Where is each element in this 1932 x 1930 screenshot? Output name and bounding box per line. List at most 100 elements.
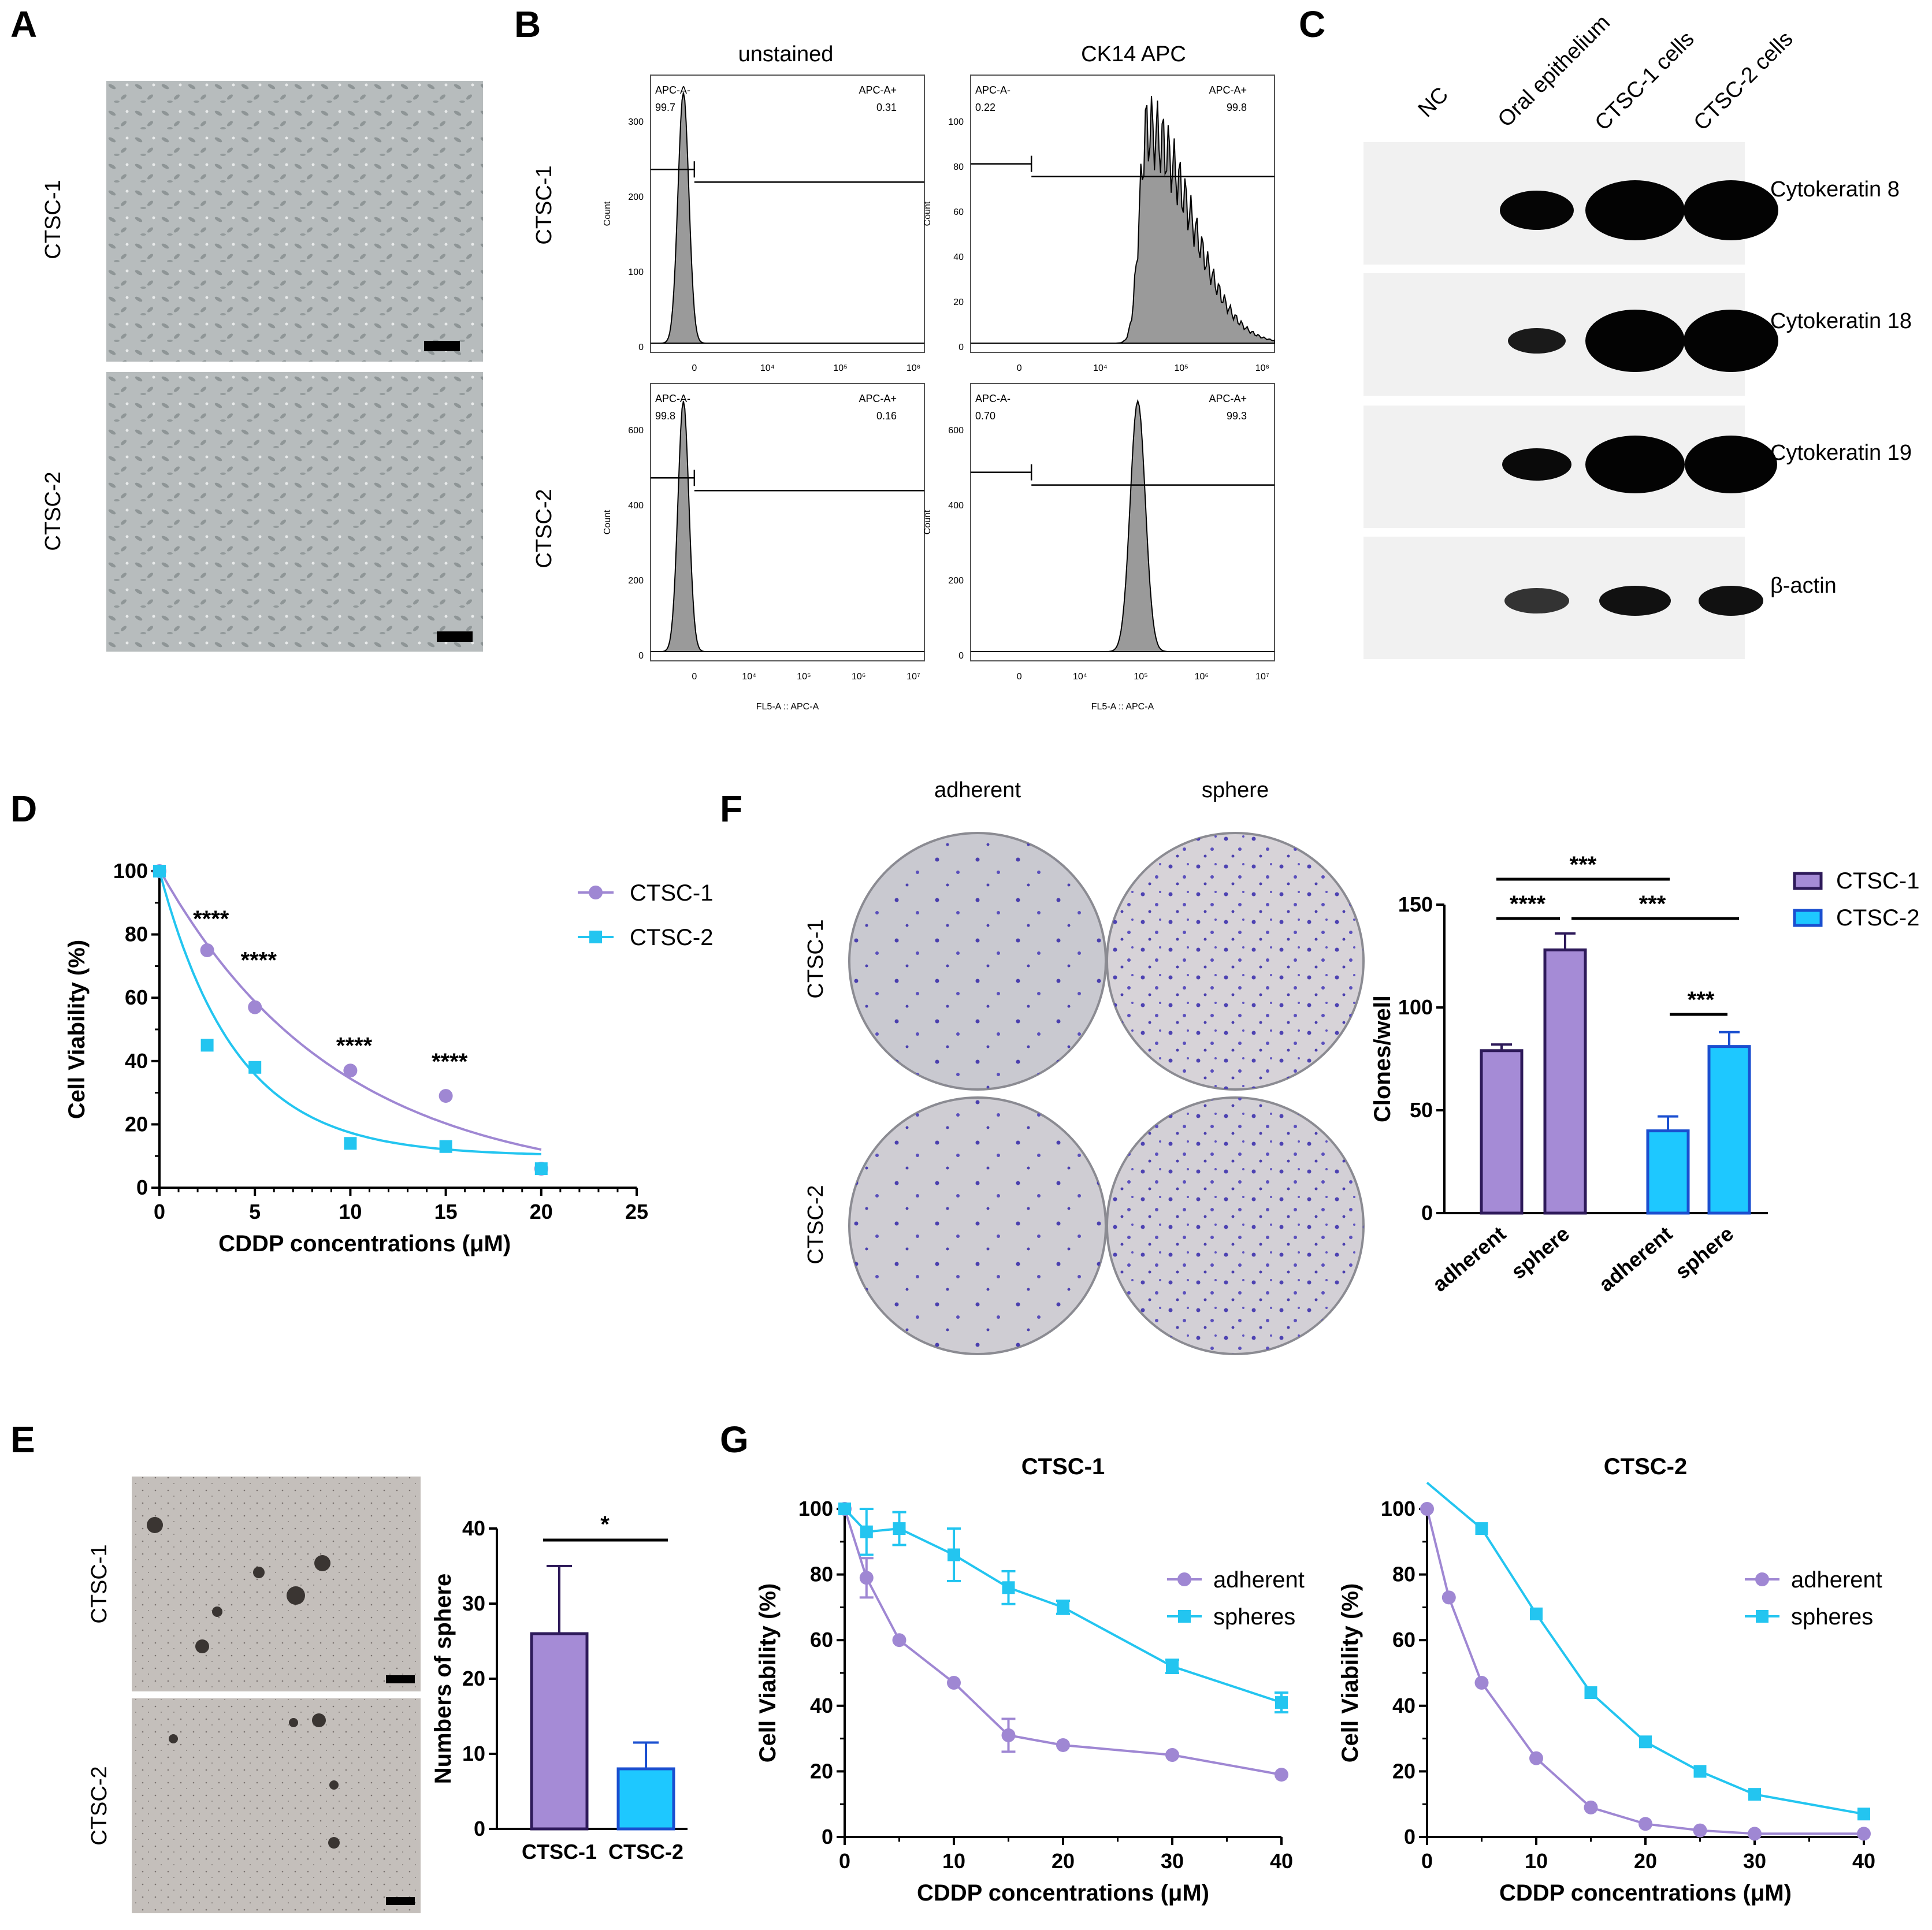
x-tick-label: CTSC-1 — [522, 1840, 597, 1864]
western-blot — [1363, 142, 1778, 659]
lane-label-ctsc-2-cells: CTSC-2 cells — [1689, 27, 1798, 135]
gate-neg-value: 0.22 — [975, 102, 995, 113]
flow-xtick: 10⁴ — [1073, 672, 1087, 682]
y-tick-label: 40 — [1392, 1694, 1415, 1717]
flow-ytick: 100 — [948, 117, 964, 127]
y-tick-label: 0 — [136, 1176, 148, 1199]
panel-label-d: D — [10, 788, 37, 830]
panel-label-c: C — [1299, 3, 1325, 45]
row-label-e-ctsc-1: CTSC-1 — [87, 1544, 112, 1623]
data-point-ctsc-2 — [439, 1140, 452, 1153]
significance-marker: **** — [1510, 891, 1546, 917]
data-point-adherent — [1639, 1817, 1652, 1831]
data-point-spheres — [1530, 1607, 1543, 1620]
bar-adherent — [1646, 1129, 1690, 1215]
series-line-adherent — [844, 1508, 1282, 1776]
gate-pos-value: 99.8 — [1227, 102, 1247, 113]
significance-marker: *** — [1688, 987, 1715, 1013]
x-tick-label: 40 — [1852, 1849, 1875, 1873]
gate-pos-value: 0.16 — [876, 410, 897, 422]
panel-label-f: F — [720, 788, 742, 830]
flow-xtick: 10⁴ — [1093, 363, 1108, 373]
data-point-ctsc-2 — [248, 1061, 262, 1074]
sphere-image-ctsc-1 — [132, 1477, 421, 1691]
bar-sphere — [1707, 1045, 1751, 1215]
legend-label-spheres: spheres — [1791, 1604, 1873, 1630]
data-point-adherent — [1529, 1751, 1543, 1765]
legend-label-spheres: spheres — [1213, 1604, 1295, 1630]
data-point-spheres — [838, 1503, 851, 1515]
flow-xtick: 0 — [1017, 672, 1022, 682]
legend-marker-adherent — [1755, 1572, 1769, 1586]
gate-neg-label: APC-A- — [975, 393, 1010, 404]
flow-ytick: 400 — [948, 501, 964, 511]
y-tick-label: 20 — [125, 1112, 148, 1136]
chart-g-ctsc-2: 0 20 40 60 80 100 0 10 20 30 40 CDDP concentrations… — [1337, 1454, 1882, 1906]
col-label-ck14-apc: CK14 APC — [1081, 42, 1186, 66]
flow-gate-lines — [971, 464, 1275, 486]
row-label-a-ctsc-2: CTSC-2 — [41, 471, 65, 551]
x-tick-label: 5 — [249, 1200, 261, 1224]
data-point-spheres — [1475, 1522, 1488, 1535]
flow-xtick: 10⁵ — [1134, 672, 1147, 682]
flow-ytick: 60 — [953, 207, 964, 217]
y-tick-label: 60 — [810, 1628, 833, 1652]
data-point-spheres — [860, 1525, 873, 1538]
col-label-unstained: unstained — [738, 42, 834, 66]
chart-g-ctsc-1: 0 20 40 60 80 100 0 10 20 30 40 CDDP concentrations… — [755, 1454, 1305, 1906]
band-label-ck8: Cytokeratin 8 — [1770, 177, 1900, 202]
row-label-f-ctsc-1: CTSC-1 — [804, 919, 828, 998]
significance-marker: **** — [193, 906, 229, 932]
y-axis-label: Numbers of sphere — [430, 1574, 456, 1784]
flow-plot-4: APC-A- 0.70 APC-A+ 99.3 600 400 200 0 Count 0 10⁴ 1… — [923, 383, 1275, 712]
significance-marker: *** — [1570, 852, 1597, 877]
flow-gate-lines — [651, 161, 924, 183]
flow-xlabel: FL5-A :: APC-A — [756, 702, 819, 712]
legend-label-adherent: adherent — [1791, 1567, 1882, 1593]
x-tick-label: 10 — [1525, 1849, 1548, 1873]
flow-xtick: 10⁵ — [833, 363, 847, 373]
gate-pos-label: APC-A+ — [1209, 84, 1247, 96]
micrograph-ctsc-2 — [106, 372, 483, 652]
legend-label-ctsc-2: CTSC-2 — [1836, 905, 1919, 931]
y-tick-label: 100 — [1381, 1497, 1415, 1520]
flow-xtick: 0 — [1017, 363, 1022, 373]
panel-label-b: B — [514, 3, 541, 45]
y-tick-label: 40 — [125, 1049, 148, 1073]
panel-label-a: A — [10, 3, 37, 45]
flow-plot-3: APC-A- 99.8 APC-A+ 0.16 600 400 200 0 Count 0 10⁴ 1… — [603, 383, 925, 712]
gate-pos-label: APC-A+ — [1209, 393, 1247, 404]
y-tick-label: 0 — [1421, 1201, 1433, 1225]
gate-pos-label: APC-A+ — [859, 393, 897, 404]
flow-ytick: 100 — [628, 267, 644, 277]
row-label-f-ctsc-2: CTSC-2 — [804, 1185, 828, 1264]
y-tick-label: 50 — [1410, 1098, 1433, 1122]
data-point-ctsc-2 — [344, 1137, 357, 1150]
panel-label-g: G — [720, 1419, 749, 1460]
y-tick-label: 100 — [798, 1497, 833, 1520]
y-tick-label: 0 — [474, 1817, 485, 1840]
significance-marker: **** — [241, 947, 277, 973]
lane-label-ctsc-1-cells: CTSC-1 cells — [1591, 27, 1699, 135]
flow-histogram — [971, 399, 1275, 652]
x-tick-label: 25 — [625, 1200, 648, 1224]
y-tick-label: 40 — [462, 1516, 485, 1540]
y-tick-label: 100 — [113, 859, 148, 883]
flow-ytick: 400 — [628, 501, 644, 511]
significance-marker: **** — [432, 1049, 468, 1074]
legend-marker-spheres — [1756, 1610, 1768, 1623]
gate-neg-value: 99.8 — [655, 410, 675, 422]
y-axis-label: Cell Viability (%) — [755, 1583, 781, 1762]
flow-xtick: 10⁶ — [852, 672, 865, 682]
flow-ytick: 0 — [958, 651, 964, 661]
x-tick-label: 20 — [530, 1200, 553, 1224]
series-line-adherent — [1426, 1508, 1864, 1835]
data-point-ctsc-1 — [200, 943, 214, 957]
data-point-adherent — [1857, 1827, 1871, 1841]
flow-xtick: 0 — [692, 363, 697, 373]
x-tick-label: 20 — [1052, 1849, 1075, 1873]
gate-pos-value: 99.3 — [1227, 410, 1247, 422]
data-point-adherent — [1420, 1502, 1434, 1516]
